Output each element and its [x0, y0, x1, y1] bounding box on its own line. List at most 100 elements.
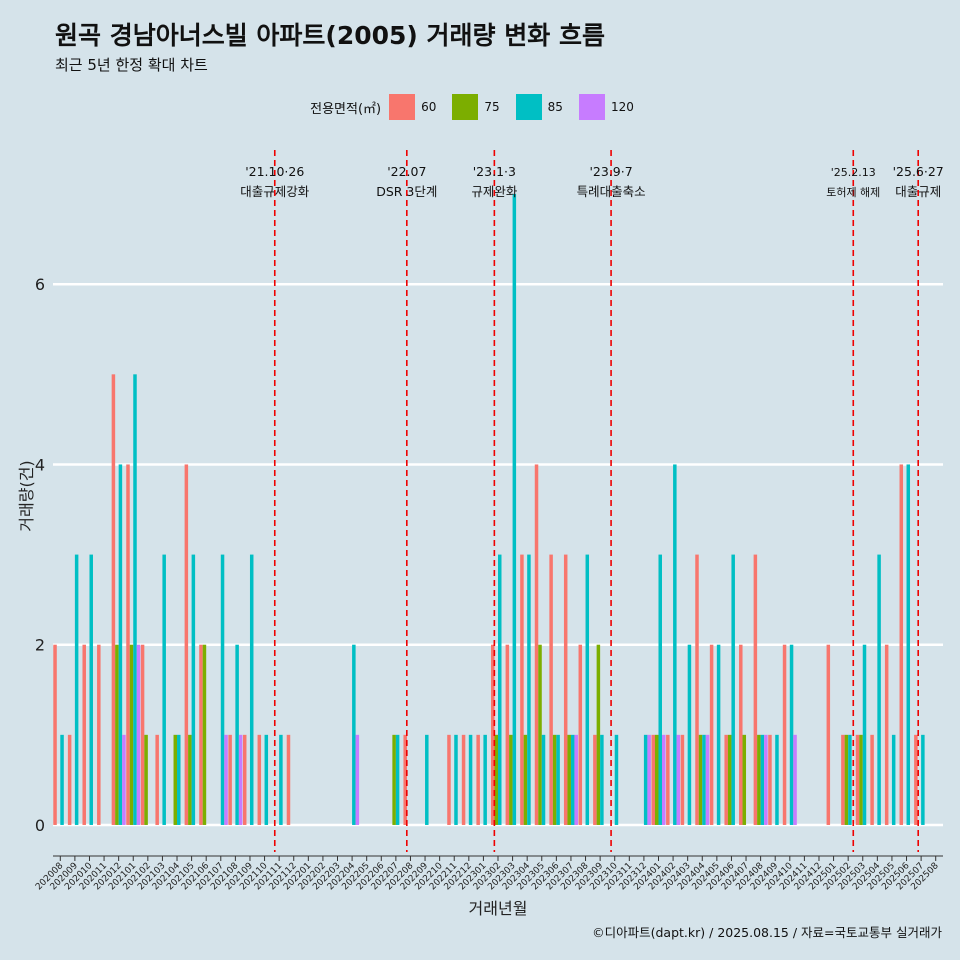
bar-60 [140, 644, 145, 825]
bar-60 [870, 734, 874, 825]
bar-75 [188, 734, 192, 825]
bar-85 [687, 644, 692, 825]
bar-75 [844, 734, 849, 825]
bar-60 [97, 644, 101, 825]
y-tick-label: 0 [35, 816, 45, 835]
event-date: '21.10·26 [245, 164, 304, 179]
bar-120 [355, 734, 360, 825]
bar-85 [89, 554, 93, 825]
event-date: '23.9·7 [589, 164, 632, 179]
bar-85 [235, 644, 239, 825]
bar-75 [392, 734, 396, 825]
bar-60 [884, 644, 889, 825]
bar-60 [593, 734, 597, 825]
bar-85 [775, 734, 779, 825]
y-tick-label: 4 [35, 455, 45, 474]
chart-subtitle: 최근 5년 한정 확대 차트 [55, 56, 208, 74]
bar-85 [585, 554, 590, 825]
bar-120 [224, 734, 228, 825]
bar-85 [789, 644, 794, 825]
event-date: '25.6·27 [893, 164, 944, 179]
bar-85 [74, 554, 79, 825]
bar-85 [702, 734, 706, 825]
bar-75 [523, 734, 528, 825]
event-label: 대출규제 [895, 184, 941, 199]
legend-item-75: 75 [452, 94, 507, 120]
bar-85 [162, 554, 166, 825]
bar-85 [570, 734, 575, 825]
bar-85 [891, 734, 896, 825]
bar-75 [202, 644, 207, 825]
bar-120 [238, 734, 243, 825]
bar-60 [476, 734, 480, 825]
bar-85 [279, 734, 283, 825]
bar-120 [764, 734, 768, 825]
bar-60 [739, 644, 743, 825]
bar-60 [155, 734, 159, 825]
bar-85 [658, 554, 662, 825]
bar-60 [53, 644, 57, 825]
bar-75 [115, 644, 119, 825]
legend-label: 85 [547, 100, 563, 114]
bar-60 [242, 734, 247, 825]
legend-item-85: 85 [515, 94, 571, 120]
bar-75 [757, 734, 761, 825]
legend-label: 75 [484, 100, 500, 114]
bar-60 [184, 464, 189, 825]
y-axis-title: 거래량(건) [17, 460, 36, 531]
event-label: 대출규제강화 [240, 184, 310, 199]
bar-60 [461, 734, 466, 825]
bar-85 [177, 734, 181, 825]
bar-60 [695, 554, 699, 825]
bar-85 [512, 194, 517, 825]
bar-85 [921, 734, 925, 825]
bar-85 [249, 554, 254, 825]
bar-120 [676, 734, 681, 825]
bar-75 [552, 734, 557, 825]
bar-85 [877, 554, 881, 825]
bar-60 [403, 734, 407, 825]
bar-85 [614, 734, 619, 825]
bar-60 [855, 734, 860, 825]
bar-60 [111, 374, 116, 825]
bar-60 [534, 464, 539, 825]
bar-85 [264, 734, 269, 825]
bar-60 [666, 734, 670, 825]
bar-60 [505, 644, 510, 825]
bar-75 [859, 734, 863, 825]
legend-swatch [389, 94, 416, 120]
bar-85 [848, 734, 852, 825]
y-tick-label: 2 [35, 636, 45, 655]
source-caption: ©디아파트(dapt.kr) / 2025.08.15 / 자료=국토교통부 실… [592, 925, 942, 940]
bar-120 [647, 734, 651, 825]
bar-60 [899, 464, 904, 825]
bar-85 [643, 734, 648, 825]
legend-swatch [578, 94, 605, 120]
bar-75 [144, 734, 148, 825]
legend-swatch [515, 94, 542, 120]
bar-120 [705, 734, 710, 825]
bar-60 [753, 554, 758, 825]
bar-60 [578, 644, 583, 825]
bar-85 [600, 734, 604, 825]
bar-85 [133, 374, 137, 825]
bar-60 [709, 644, 714, 825]
event-date: '25.2.13 [831, 166, 876, 179]
bar-85 [425, 734, 429, 825]
bar-60 [549, 554, 553, 825]
bar-60 [768, 734, 772, 825]
bar-60 [563, 554, 568, 825]
bar-75 [509, 734, 513, 825]
bar-120 [122, 734, 126, 825]
bar-75 [173, 734, 178, 825]
bar-120 [661, 734, 666, 825]
bar-75 [494, 734, 498, 825]
bar-60 [447, 734, 451, 825]
bar-85 [60, 734, 64, 825]
bar-75 [567, 734, 571, 825]
bar-85 [541, 734, 546, 825]
bar-60 [257, 734, 262, 825]
legend-swatch [452, 94, 479, 120]
bar-85 [556, 734, 560, 825]
